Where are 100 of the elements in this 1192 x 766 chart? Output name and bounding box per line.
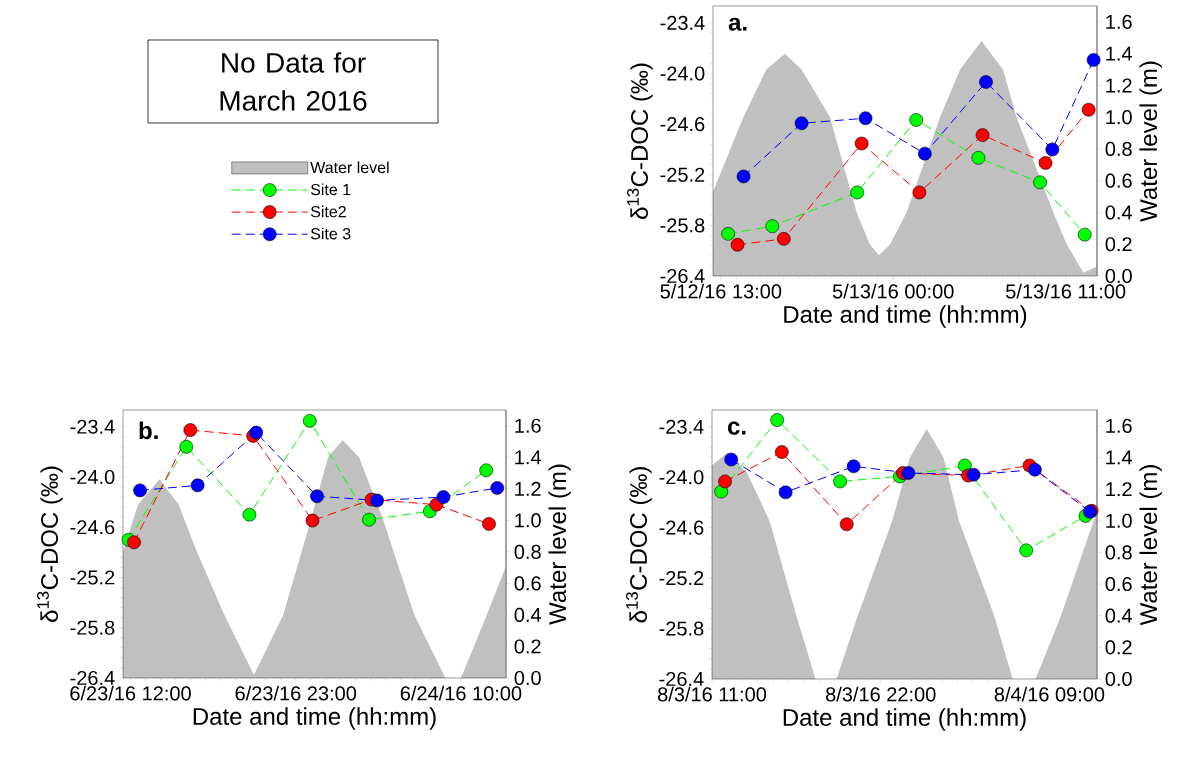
point — [909, 113, 924, 127]
y2-tick-label: 1.6 — [1106, 418, 1132, 433]
point — [730, 237, 745, 252]
point — [1077, 227, 1092, 242]
point — [833, 474, 847, 489]
y-tick-label: -25.8 — [70, 620, 115, 635]
y-tick-label: -24.6 — [659, 520, 704, 535]
point — [370, 493, 384, 508]
x-tick-label: 8/3/16 22:00 — [825, 686, 936, 702]
annotation: c. — [728, 421, 746, 435]
y-tick-label: -26.4 — [660, 268, 705, 284]
x-tick-label: 6/24/16 10:00 — [400, 685, 522, 701]
point — [183, 423, 198, 437]
y2-tick-label: 1.6 — [1106, 14, 1132, 29]
y-tick-label: -24.6 — [70, 520, 115, 535]
point — [482, 517, 496, 531]
y2-axis-title: Water level (m) — [548, 464, 571, 625]
point — [479, 463, 494, 478]
annotation: b. — [139, 421, 158, 440]
point — [242, 507, 257, 522]
y-tick-label: -25.8 — [659, 621, 704, 636]
point — [1033, 175, 1047, 190]
point — [918, 146, 932, 161]
point — [1019, 543, 1033, 558]
y-tick-label: -24.6 — [660, 117, 705, 132]
point — [975, 128, 990, 142]
point — [966, 467, 981, 482]
legend-label: Water level — [310, 161, 389, 174]
y2-tick-label: 0.8 — [1105, 141, 1132, 157]
annotation: a. — [728, 17, 747, 31]
x-tick-label: 5/12/16 13:00 — [660, 283, 782, 299]
y2-tick-label: 0.0 — [514, 670, 541, 686]
x-tick-label: 8/4/16 09:00 — [994, 686, 1105, 702]
point — [718, 474, 732, 489]
point — [971, 151, 986, 165]
y-tick-label: -23.4 — [70, 419, 115, 434]
y-tick-label: -23.4 — [660, 15, 705, 30]
point — [490, 481, 505, 495]
y2-tick-label: 1.4 — [1106, 450, 1133, 465]
x-tick-label: 6/23/16 23:00 — [235, 685, 357, 701]
point — [858, 111, 873, 126]
point — [765, 219, 780, 234]
point — [901, 466, 916, 480]
y-axis-title: δ$^{13}$C-DOC (‰) — [626, 467, 652, 623]
y2-tick-label: 0.6 — [1105, 576, 1132, 592]
point — [776, 232, 791, 246]
y2-tick-label: 1.2 — [1106, 78, 1132, 93]
point — [854, 136, 869, 151]
y2-tick-label: 0.8 — [1105, 545, 1132, 560]
y2-axis-title: Water level (m) — [1139, 465, 1162, 626]
point — [794, 116, 809, 131]
point — [1045, 142, 1060, 157]
y2-tick-label: 0.0 — [1105, 671, 1132, 687]
y2-tick-label: 1.0 — [1106, 110, 1132, 125]
x-axis-title: Date and time (hh:mm) — [193, 707, 436, 730]
legend-label: Site2 — [310, 205, 346, 218]
point — [846, 459, 861, 474]
point — [778, 485, 793, 500]
point — [190, 478, 205, 493]
point — [302, 414, 317, 428]
x-tick-label: 5/13/16 11:00 — [1006, 283, 1126, 299]
point — [770, 413, 784, 427]
x-tick-label: 8/3/16 11:00 — [658, 686, 767, 702]
x-axis-title: Date and time (hh:mm) — [783, 708, 1026, 731]
point — [127, 535, 141, 550]
y-tick-label: -25.2 — [660, 167, 705, 182]
point — [850, 185, 864, 200]
point — [310, 489, 324, 504]
y-axis-title: δ$^{13}$C-DOC (‰) — [37, 466, 63, 622]
y2-tick-label: 0.8 — [514, 544, 541, 559]
y2-tick-label: 1.0 — [515, 513, 541, 528]
point — [1028, 462, 1042, 477]
point — [979, 75, 993, 89]
y-tick-label: -26.4 — [659, 671, 704, 687]
y2-tick-label: 0.2 — [514, 639, 541, 654]
point — [436, 490, 451, 504]
y-tick-label: -25.8 — [660, 218, 705, 233]
point — [839, 517, 854, 532]
y2-tick-label: 0.2 — [1105, 640, 1132, 655]
point — [912, 185, 927, 200]
point — [133, 483, 147, 498]
y-tick-label: -25.2 — [70, 570, 115, 585]
legend-label: Site 1 — [310, 183, 351, 196]
point — [736, 169, 751, 184]
y2-axis-title: Water level (m) — [1139, 61, 1162, 222]
point — [305, 513, 320, 528]
text: No Data for March 2016 — [220, 52, 367, 111]
y-axis-title: δ$^{13}$C-DOC (‰) — [627, 63, 653, 219]
point — [179, 440, 194, 454]
point — [1038, 156, 1053, 170]
y2-tick-label: 0.4 — [1105, 205, 1133, 220]
point — [1086, 53, 1101, 67]
y-tick-label: -24.0 — [659, 470, 704, 485]
y2-tick-label: 0.6 — [514, 576, 541, 591]
y2-tick-label: 1.4 — [1106, 46, 1133, 61]
point — [1081, 102, 1096, 117]
point — [249, 425, 263, 440]
y2-tick-label: 1.4 — [515, 450, 542, 465]
x-axis-title: Date and time (hh:mm) — [784, 305, 1027, 328]
y2-tick-label: 1.2 — [1106, 482, 1132, 497]
